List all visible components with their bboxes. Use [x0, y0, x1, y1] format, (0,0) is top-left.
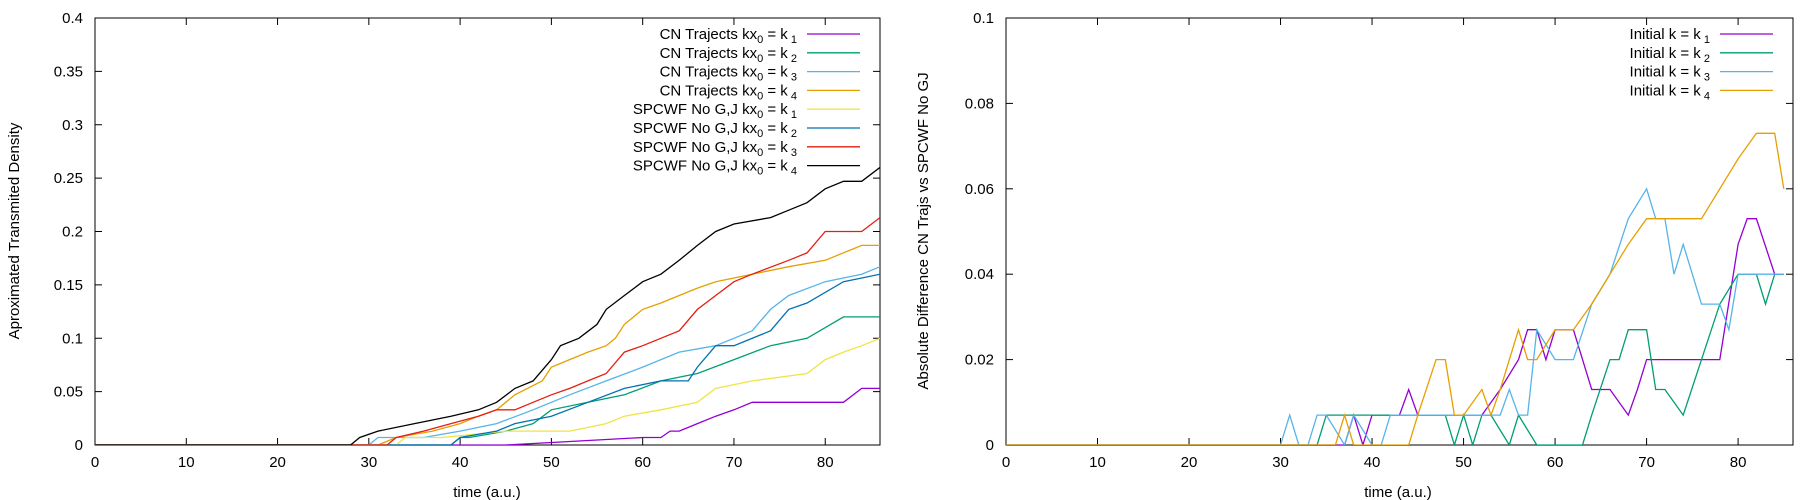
series-line-7: [95, 217, 880, 445]
legend-label-6: SPCWF No G,J kx0 = k 2: [633, 120, 797, 140]
legend-label-8: SPCWF No G,J kx0 = k 4: [633, 158, 797, 178]
x-tick-label: 50: [1455, 454, 1472, 471]
left-x-axis-label: time (a.u.): [453, 484, 521, 500]
legend-label-4: Initial k = k 4: [1630, 82, 1710, 102]
y-tick-label: 0.2: [62, 224, 83, 241]
y-tick-label: 0.06: [965, 181, 994, 198]
x-tick-label: 30: [1272, 454, 1289, 471]
right-series: [1006, 132, 1785, 445]
x-tick-label: 80: [817, 454, 834, 471]
x-tick-label: 20: [1181, 454, 1198, 471]
series-line-4: [1006, 132, 1785, 445]
x-tick-label: 0: [1002, 454, 1010, 471]
y-tick-label: 0.04: [965, 266, 994, 283]
y-tick-label: 0.15: [54, 277, 83, 294]
left-legend: CN Trajects kx0 = k 1CN Trajects kx0 = k…: [633, 26, 860, 178]
x-tick-label: 40: [452, 454, 469, 471]
x-tick-label: 10: [178, 454, 195, 471]
right-ticks: 0 10 20 30 40 50 60 70 80 0 0.02 0.04 0.06 0.08 0.1: [965, 10, 1793, 471]
x-tick-label: 70: [1638, 454, 1655, 471]
x-tick-label: 60: [1547, 454, 1564, 471]
right-x-axis-label: time (a.u.): [1364, 484, 1432, 500]
y-tick-label: 0.05: [54, 384, 83, 401]
x-tick-label: 70: [726, 454, 743, 471]
right-chart: 0 10 20 30 40 50 60 70 80 0 0.02 0.04 0.06 0.08 0.1 In…: [915, 10, 1794, 500]
left-y-axis-label: Aproximated Transmited Density: [6, 122, 23, 339]
legend-label-2: Initial k = k 2: [1630, 45, 1710, 65]
series-line-3: [1006, 187, 1784, 445]
legend-label-4: CN Trajects kx0 = k 4: [660, 82, 797, 102]
x-tick-label: 10: [1089, 454, 1106, 471]
y-tick-label: 0.02: [965, 352, 994, 369]
x-tick-label: 60: [634, 454, 651, 471]
legend-label-1: CN Trajects kx0 = k 1: [660, 26, 797, 46]
y-tick-label: 0: [75, 437, 83, 454]
series-line-2: [95, 316, 880, 445]
y-tick-label: 0.1: [62, 330, 83, 347]
series-line-3: [95, 266, 880, 445]
y-tick-label: 0.08: [965, 95, 994, 112]
legend-label-5: SPCWF No G,J kx0 = k 1: [633, 101, 797, 121]
x-tick-label: 0: [91, 454, 99, 471]
y-tick-label: 0.3: [62, 117, 83, 134]
series-line-1: [95, 387, 880, 445]
legend-label-3: CN Trajects kx0 = k 3: [660, 64, 797, 84]
legend-label-2: CN Trajects kx0 = k 2: [660, 45, 797, 65]
series-line-8: [95, 166, 880, 445]
y-tick-label: 0.4: [62, 10, 83, 27]
y-tick-label: 0.1: [973, 10, 994, 27]
x-tick-label: 20: [269, 454, 286, 471]
x-tick-label: 30: [360, 454, 377, 471]
series-line-1: [1006, 218, 1784, 445]
legend-label-1: Initial k = k 1: [1630, 26, 1710, 46]
y-tick-label: 0: [986, 437, 994, 454]
left-series: [95, 166, 880, 445]
series-line-4: [95, 244, 880, 445]
legend-label-3: Initial k = k 3: [1630, 64, 1710, 84]
y-tick-label: 0.35: [54, 63, 83, 80]
left-ticks: 0 10 20 30 40 50 60 70 80 0 0.05 0.1 0.15 0.2 0.25 0.3 0…: [54, 10, 880, 471]
right-y-axis-label: Absolute Difference CN Trajs vs SPCWF No…: [915, 72, 932, 389]
x-tick-label: 50: [543, 454, 560, 471]
series-line-5: [95, 337, 880, 445]
series-line-6: [95, 273, 880, 445]
y-tick-label: 0.25: [54, 170, 83, 187]
x-tick-label: 40: [1364, 454, 1381, 471]
left-chart: 0 10 20 30 40 50 60 70 80 0 0.05 0.1 0.15 0.2 0.25 0.3 0…: [6, 10, 881, 500]
x-tick-label: 80: [1730, 454, 1747, 471]
legend-label-7: SPCWF No G,J kx0 = k 3: [633, 139, 797, 159]
